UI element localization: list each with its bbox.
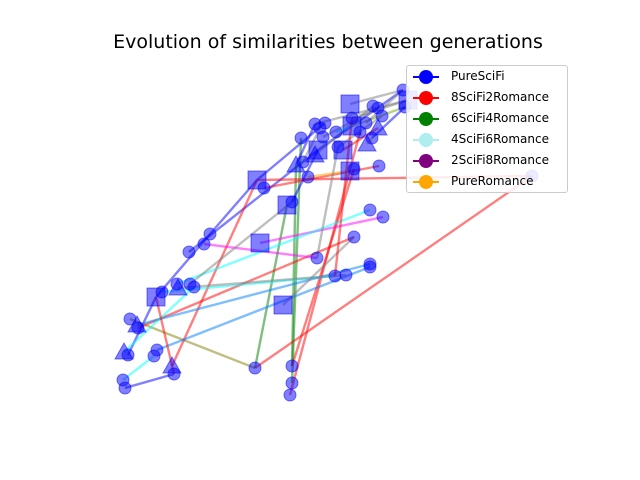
data-point-65: [371, 101, 385, 115]
data-point-53: [347, 162, 361, 176]
data-point-21: [250, 233, 270, 253]
legend: PureSciFi 8SciFi2Romance 6SciFi4Romance …: [406, 65, 568, 193]
similarity-edge-26: [282, 236, 355, 306]
legend-label-5: 2SciFi8Romance: [451, 153, 549, 167]
similarity-edge-41: [365, 89, 404, 124]
similarity-edge-46: [315, 146, 340, 259]
legend-label-4: 4SciFi6Romance: [451, 132, 549, 146]
data-point-28: [328, 269, 342, 283]
legend-marker-2: [419, 91, 433, 105]
data-point-54: [372, 159, 386, 173]
data-point-38: [257, 181, 271, 195]
data-point-59: [359, 116, 373, 130]
data-point-55: [340, 94, 360, 114]
data-point-25: [283, 388, 297, 402]
data-point-36: [285, 195, 299, 209]
legend-label-1: PureSciFi: [451, 69, 505, 83]
legend-label-3: 6SciFi4Romance: [451, 111, 549, 125]
data-point-32: [347, 230, 361, 244]
data-point-27: [310, 251, 324, 265]
data-point-19: [197, 237, 211, 251]
legend-label-6: PureRomance: [451, 174, 534, 188]
legend-label-2: 8SciFi2Romance: [451, 90, 549, 104]
data-point-51: [333, 140, 353, 160]
similarity-edge-10: [253, 204, 289, 369]
legend-marker-4: [419, 133, 433, 147]
similarity-edge-28: [189, 201, 293, 285]
similarity-edge-1: [124, 372, 175, 390]
legend-entry-2: 8SciFi2Romance: [407, 88, 567, 109]
similarity-edge-18: [170, 179, 259, 367]
data-point-34: [376, 210, 390, 224]
data-point-18: [182, 245, 196, 259]
data-point-11: [123, 312, 137, 326]
data-point-62: [368, 117, 388, 136]
data-point-33: [363, 203, 377, 217]
data-point-6: [114, 341, 134, 360]
data-point-23: [285, 359, 299, 373]
legend-entry-3: 6SciFi4Romance: [407, 109, 567, 130]
data-point-48: [318, 116, 332, 130]
similarity-edge-27: [123, 286, 195, 353]
data-point-58: [353, 125, 367, 139]
data-point-42: [294, 131, 308, 145]
data-point-29: [339, 268, 353, 282]
data-point-16: [187, 280, 201, 294]
legend-marker-3: [419, 112, 433, 126]
similarity-edge-25: [177, 273, 347, 290]
legend-marker-6: [419, 175, 433, 189]
data-point-49: [329, 125, 343, 139]
similarity-edge-6: [256, 122, 326, 181]
chart-title: Evolution of similarities between genera…: [113, 31, 543, 53]
data-point-2: [116, 373, 130, 387]
data-point-20: [203, 227, 217, 241]
data-point-31: [363, 257, 377, 271]
legend-entry-4: 4SciFi6Romance: [407, 130, 567, 151]
data-point-40: [301, 170, 315, 184]
data-point-4: [162, 355, 182, 374]
similarity-edge-21: [176, 208, 371, 286]
legend-marker-1: [419, 70, 433, 84]
similarity-edge-2: [122, 355, 155, 381]
data-point-17: [170, 277, 184, 291]
data-point-26: [248, 361, 262, 375]
similarity-edge-29: [263, 164, 380, 190]
data-point-24: [285, 376, 299, 390]
data-point-13: [155, 285, 169, 299]
legend-entry-6: PureRomance: [407, 172, 567, 193]
legend-entry-5: 2SciFi8Romance: [407, 151, 567, 172]
legend-marker-5: [419, 154, 433, 168]
legend-entry-1: PureSciFi: [407, 67, 567, 88]
similarity-edge-16: [254, 175, 533, 369]
data-point-22: [273, 295, 293, 315]
data-point-44: [305, 144, 325, 163]
data-point-8: [150, 343, 164, 357]
